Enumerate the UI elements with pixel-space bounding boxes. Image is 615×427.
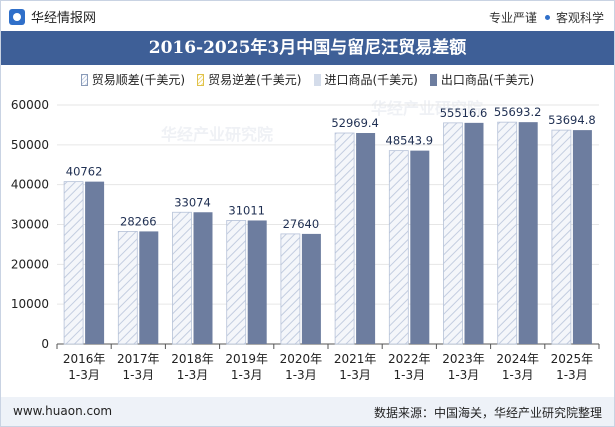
bar-export <box>518 122 538 344</box>
y-tick-label: 40000 <box>11 178 49 192</box>
footer: www.huaon.com 数据来源：中国海关，华经产业研究院整理 <box>1 397 614 426</box>
y-tick-label: 50000 <box>11 138 49 152</box>
bar-trade-surplus <box>63 181 84 345</box>
legend-label-deficit: 贸易逆差(千美元) <box>208 73 302 87</box>
bullet-icon <box>544 15 550 20</box>
legend-label-import: 进口商品(千美元) <box>324 73 418 87</box>
x-tick-label: 1-3月 <box>177 368 209 382</box>
bar-trade-surplus <box>226 220 247 345</box>
y-tick-label: 60000 <box>11 98 49 112</box>
chart-title: 2016-2025年3月中国与留尼汪贸易差额 <box>1 31 614 65</box>
legend-label-surplus: 贸易顺差(千美元) <box>91 73 186 87</box>
x-tick-label: 2021年 <box>334 352 377 366</box>
data-label: 33074 <box>174 195 211 209</box>
logo-icon <box>9 8 25 25</box>
bar-export <box>139 231 159 344</box>
watermark: 华经产业研究院 <box>371 99 484 118</box>
chart-plot: 0 10000 20000 30000 40000 50000 60000 40762 2016… <box>11 98 600 382</box>
legend-item-deficit[interactable]: 贸易逆差(千美元) <box>197 71 302 88</box>
bar-trade-surplus <box>497 121 518 345</box>
x-tick-label: 2017年 <box>117 352 160 366</box>
x-tick-label: 1-3月 <box>393 368 425 382</box>
bar-export <box>356 133 376 344</box>
watermark: 华经产业研究院 <box>161 125 274 144</box>
legend-item-export[interactable]: 出口商品(千美元) <box>429 71 535 88</box>
x-tick-label: 2023年 <box>442 352 485 366</box>
bar-export <box>247 220 267 344</box>
data-label: 28266 <box>120 214 157 228</box>
legend-swatch-surplus <box>80 73 88 86</box>
x-tick-label: 2019年 <box>225 352 268 366</box>
tagline: 专业严谨 客观科学 <box>489 9 604 26</box>
bar-export <box>572 130 592 344</box>
bar-export <box>85 181 105 344</box>
brand-logo[interactable]: 华经情报网 <box>9 7 96 26</box>
x-tick-label: 1-3月 <box>339 368 371 382</box>
bar-trade-surplus <box>551 129 572 345</box>
footer-source: 数据来源：中国海关，华经产业研究院整理 <box>373 406 602 420</box>
legend-swatch-import <box>313 73 321 86</box>
x-tick-label: 1-3月 <box>502 368 534 382</box>
x-tick-label: 1-3月 <box>448 368 480 382</box>
y-tick-label: 20000 <box>11 257 49 271</box>
tagline-left: 专业严谨 <box>488 11 537 25</box>
footer-website[interactable]: www.huaon.com <box>13 404 113 418</box>
bar-trade-surplus <box>172 211 192 345</box>
x-tick-label: 1-3月 <box>231 368 263 382</box>
x-tick-label: 1-3月 <box>285 368 317 382</box>
legend-item-import[interactable]: 进口商品(千美元) <box>313 71 418 88</box>
data-label: 52969.4 <box>331 116 379 130</box>
x-tick-label: 2025年 <box>551 352 594 366</box>
x-tick-label: 2024年 <box>496 352 539 366</box>
bar-trade-surplus <box>280 233 301 345</box>
bar-export <box>410 150 430 344</box>
top-bar: 华经情报网 专业严谨 客观科学 <box>1 1 614 31</box>
x-tick-label: 1-3月 <box>556 368 588 382</box>
logo-text: 华经情报网 <box>31 11 97 26</box>
data-label: 48543.9 <box>386 134 434 148</box>
legend-label-export: 出口商品(千美元) <box>440 73 535 87</box>
bar-trade-surplus <box>117 231 138 345</box>
legend-swatch-deficit <box>197 73 205 86</box>
data-label: 40762 <box>66 165 103 179</box>
data-label: 55693.2 <box>494 105 542 119</box>
x-tick-label: 1-3月 <box>68 368 100 382</box>
x-tick-label: 2018年 <box>171 352 214 366</box>
y-tick-label: 10000 <box>11 297 49 311</box>
bar-export <box>301 233 321 344</box>
chart-legend: 贸易顺差(千美元) 贸易逆差(千美元) 进口商品(千美元) 出口商品(千美元) <box>1 71 614 88</box>
legend-swatch-export <box>429 73 437 86</box>
x-tick-label: 2016年 <box>63 352 106 366</box>
bar-trade-surplus <box>334 132 355 345</box>
data-label: 53694.8 <box>548 113 596 127</box>
bar-export <box>193 212 213 344</box>
data-label: 55516.6 <box>440 106 488 120</box>
y-tick-label: 0 <box>41 337 49 351</box>
data-label: 27640 <box>283 217 320 231</box>
data-label: 31011 <box>228 203 265 217</box>
x-tick-label: 1-3月 <box>122 368 154 382</box>
y-tick-label: 30000 <box>11 218 49 232</box>
bar-trade-surplus <box>388 150 409 345</box>
bar-trade-surplus <box>443 122 463 345</box>
x-tick-label: 2020年 <box>280 352 323 366</box>
legend-item-surplus[interactable]: 贸易顺差(千美元) <box>80 71 186 88</box>
x-tick-label: 2022年 <box>388 352 431 366</box>
bar-export <box>464 122 484 344</box>
tagline-right: 客观科学 <box>555 11 604 25</box>
